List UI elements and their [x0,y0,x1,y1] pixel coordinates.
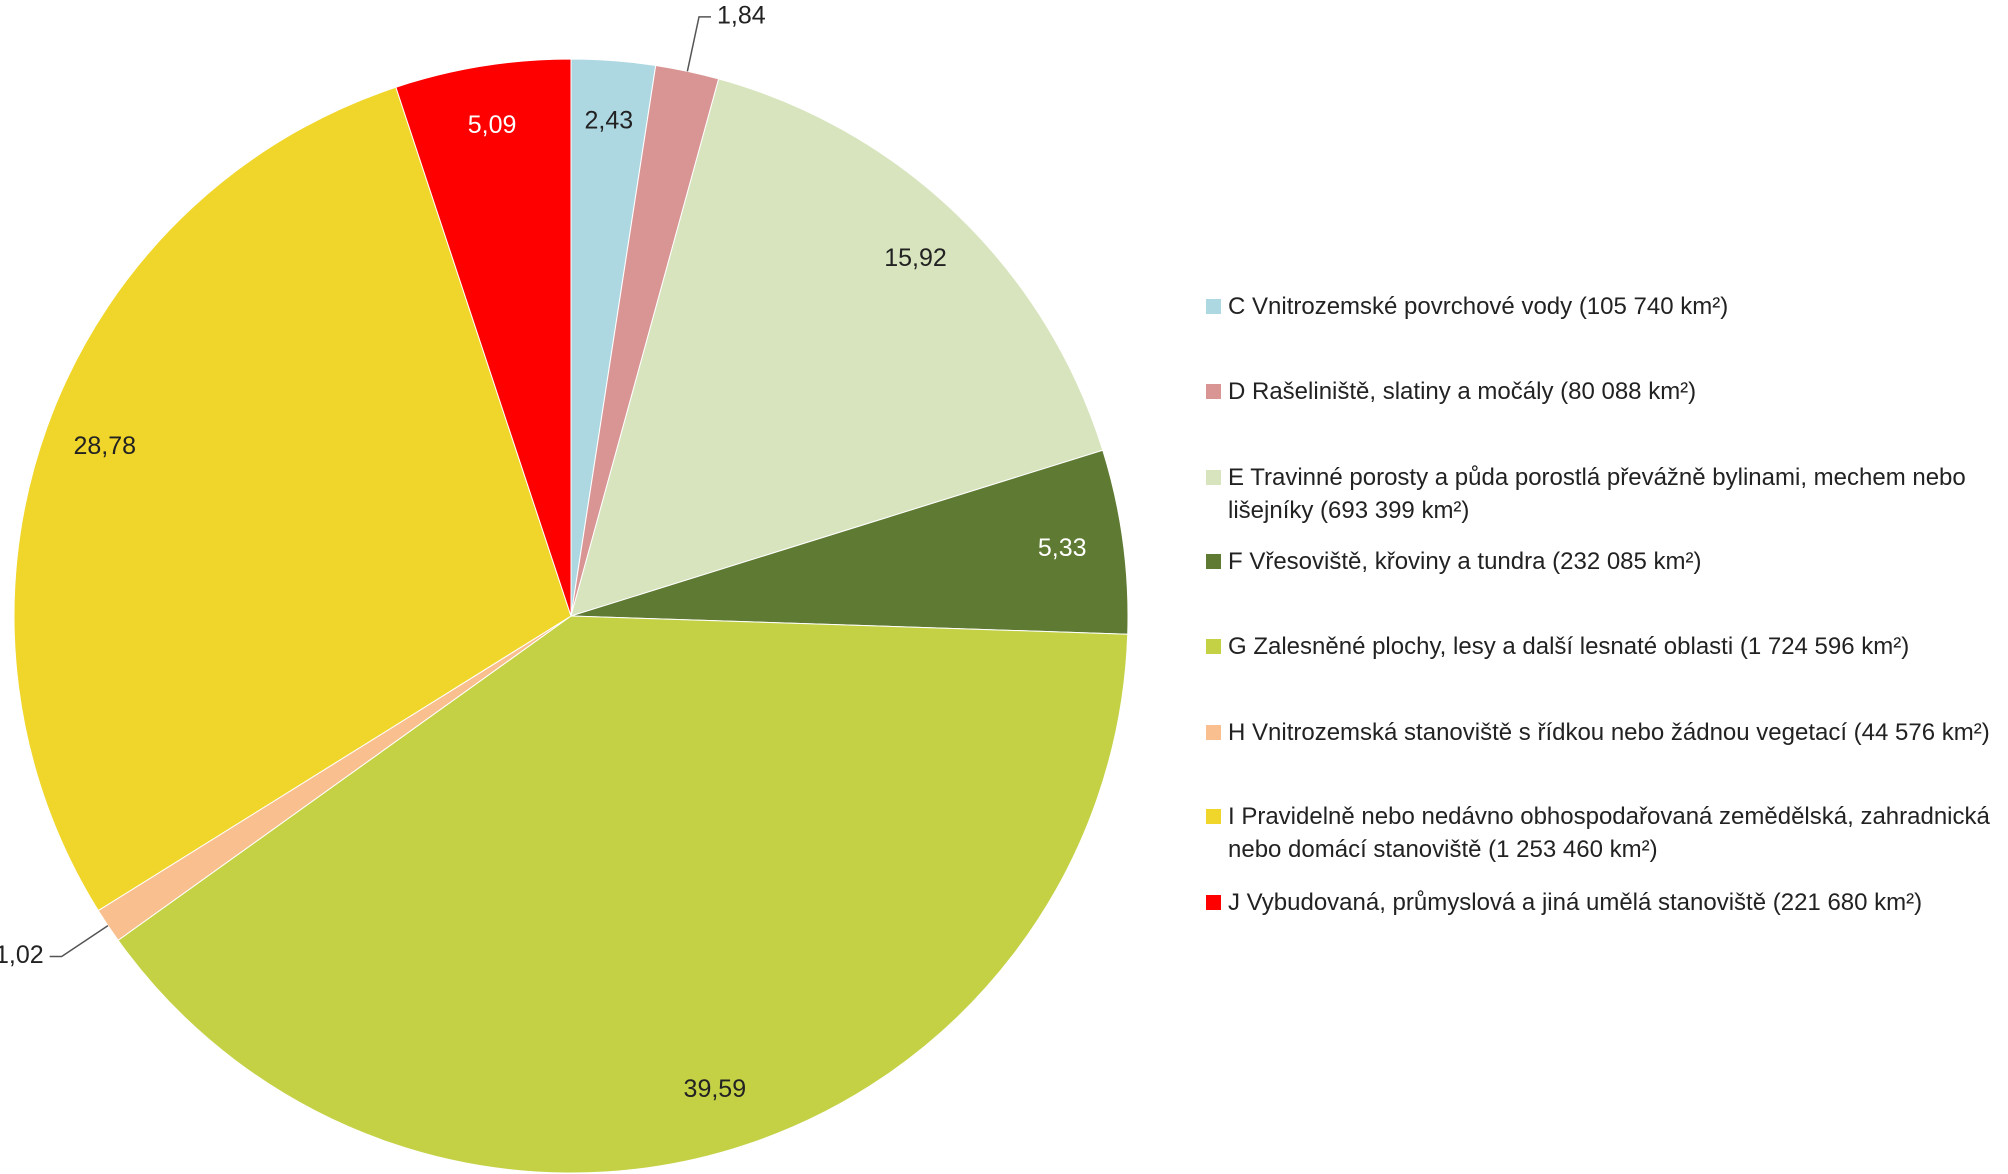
legend-swatch [1206,809,1221,824]
data-label: 1,84 [717,1,766,29]
legend-item: D Rašeliniště, slatiny a močály (80 088 … [1206,375,2003,408]
pie-slice [13,86,572,912]
data-label: 39,59 [684,1075,747,1103]
legend-label: H Vnitrozemská stanoviště s řídkou nebo … [1228,719,1990,746]
legend-item: I Pravidelně nebo nedávno obhospodařovan… [1206,800,2003,866]
legend-swatch [1206,384,1221,399]
legend-item: J Vybudovaná, průmyslová a jiná umělá st… [1206,886,2003,919]
legend-label: G Zalesněné plochy, lesy a další lesnaté… [1228,633,1910,660]
leader-line [49,924,109,958]
data-label: 28,78 [74,432,137,460]
legend-label: D Rašeliniště, slatiny a močály (80 088 … [1228,378,1697,405]
pie-slice [117,615,1129,1174]
leader-line [686,16,712,72]
legend-item: G Zalesněné plochy, lesy a další lesnaté… [1206,630,2003,663]
legend-swatch [1206,554,1221,569]
legend-swatch [1206,725,1221,740]
pie-slice [570,78,1104,617]
legend-swatch [1206,639,1221,654]
legend-label: F Vřesoviště, křoviny a tundra (232 085 … [1228,548,1702,575]
data-label: 5,09 [468,111,517,139]
legend-item: F Vřesoviště, křoviny a tundra (232 085 … [1206,545,2003,578]
legend-item: E Travinné porosty a půda porostlá převá… [1206,461,2003,527]
data-label: 1,02 [0,941,44,969]
legend-label: J Vybudovaná, průmyslová a jiná umělá st… [1228,889,1923,916]
legend-item: H Vnitrozemská stanoviště s řídkou nebo … [1206,716,2003,749]
legend-item: C Vnitrozemské povrchové vody (105 740 k… [1206,290,2003,323]
legend-label: C Vnitrozemské povrchové vody (105 740 k… [1228,293,1729,320]
data-label: 15,92 [884,244,947,272]
data-label: 2,43 [584,106,633,134]
legend-swatch [1206,895,1221,910]
pie-slice [570,449,1129,635]
pie-slice [395,58,572,617]
legend-label: I Pravidelně nebo nedávno obhospodařovan… [1228,803,1990,863]
legend-swatch [1206,299,1221,314]
legend-label: E Travinné porosty a půda porostlá převá… [1228,464,1966,524]
legend-swatch [1206,470,1221,485]
data-label: 5,33 [1038,534,1087,562]
